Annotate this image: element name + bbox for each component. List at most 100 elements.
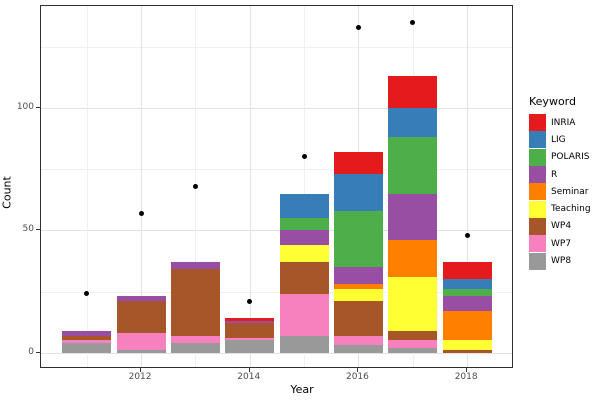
data-point-2012 — [138, 210, 144, 216]
legend-item-seminar: Seminar — [529, 183, 591, 201]
bar-segment-wp8-2016 — [333, 345, 383, 353]
bar-segment-seminar-2018 — [442, 311, 492, 341]
bar-segment-wp8-2012 — [116, 350, 166, 353]
bar-segment-wp4-2013 — [170, 269, 220, 336]
y-minor-gridline — [41, 169, 512, 171]
x-tick-label: 2018 — [454, 372, 478, 382]
bar-segment-wp4-2012 — [116, 301, 166, 334]
legend: Keyword INRIA LIG POLARIS R Seminar Teaching W… — [529, 95, 591, 270]
bar-segment-wp7-2012 — [116, 333, 166, 351]
bar-segment-polaris-2016 — [333, 210, 383, 267]
x-axis-title: Year — [290, 383, 314, 396]
bar-segment-teaching-2018 — [442, 340, 492, 351]
x-tick-label: 2016 — [345, 372, 369, 382]
legend-item-label: INRIA — [551, 117, 576, 128]
legend-item-label: Seminar — [551, 186, 589, 197]
legend-item-polaris: POLARIS — [529, 148, 591, 166]
bar-segment-inria-2016 — [333, 151, 383, 174]
bar-segment-lig-2017 — [388, 107, 438, 138]
bar-segment-seminar-2017 — [388, 240, 438, 277]
bar-segment-inria-2018 — [442, 262, 492, 280]
x-axis-tick — [357, 368, 359, 372]
bar-segment-polaris-2017 — [388, 137, 438, 194]
bar-segment-wp8-2014 — [225, 340, 275, 353]
x-minor-gridline — [86, 6, 88, 367]
bar-segment-teaching-2015 — [279, 244, 329, 263]
legend-key-swatch — [529, 114, 546, 132]
bar-segment-wp8-2017 — [388, 347, 438, 353]
bar-segment-wp7-2015 — [279, 293, 329, 336]
bar-segment-wp8-2011 — [62, 342, 112, 353]
bar-segment-wp4-2015 — [279, 262, 329, 294]
legend-item-label: WP4 — [551, 221, 572, 232]
legend-item-label: WP7 — [551, 238, 572, 249]
x-minor-gridline — [304, 6, 306, 367]
data-point-2015 — [301, 154, 307, 160]
legend-item-r: R — [529, 166, 591, 184]
legend-item-wp4: WP4 — [529, 217, 591, 235]
legend-key-swatch — [529, 252, 546, 270]
legend-item-wp8: WP8 — [529, 252, 591, 270]
bar-segment-wp7-2017 — [388, 340, 438, 348]
bar-segment-r-2015 — [279, 230, 329, 245]
y-major-gridline — [41, 230, 512, 232]
bar-segment-seminar-2016 — [333, 284, 383, 290]
bar-segment-polaris-2015 — [279, 218, 329, 231]
bar-segment-polaris-2018 — [442, 289, 492, 297]
legend-item-label: WP8 — [551, 256, 572, 267]
bar-segment-lig-2016 — [333, 173, 383, 211]
data-point-2011 — [84, 291, 90, 297]
legend-item-label: POLARIS — [551, 152, 590, 163]
x-major-gridline — [467, 6, 469, 367]
legend-item-label: Teaching — [551, 204, 591, 215]
x-axis-tick — [140, 368, 142, 372]
bar-segment-teaching-2017 — [388, 276, 438, 331]
y-axis-tick — [36, 229, 40, 231]
legend-key-swatch — [529, 200, 546, 218]
bar-segment-inria-2014 — [225, 318, 275, 321]
y-axis-tick — [36, 351, 40, 353]
y-axis-tick — [36, 106, 40, 108]
legend-key-swatch — [529, 148, 546, 166]
y-major-gridline — [41, 107, 512, 109]
bar-segment-r-2011 — [62, 330, 112, 336]
bar-segment-wp4-2018 — [442, 350, 492, 353]
legend-item-teaching: Teaching — [529, 200, 591, 218]
bar-segment-teaching-2016 — [333, 289, 383, 302]
bar-segment-r-2017 — [388, 193, 438, 241]
legend-title: Keyword — [529, 95, 576, 108]
bar-segment-wp4-2016 — [333, 301, 383, 336]
legend-item-wp7: WP7 — [529, 235, 591, 253]
data-point-2013 — [192, 183, 198, 189]
bar-segment-r-2018 — [442, 296, 492, 312]
bar-segment-wp8-2015 — [279, 335, 329, 353]
legend-item-inria: INRIA — [529, 114, 591, 132]
x-major-gridline — [249, 6, 251, 367]
legend-key-swatch — [529, 183, 546, 201]
y-tick-label: 0 — [28, 346, 34, 357]
bar-segment-r-2013 — [170, 262, 220, 270]
legend-key-swatch — [529, 235, 546, 253]
bar-segment-wp4-2011 — [62, 335, 112, 341]
legend-key-swatch — [529, 166, 546, 184]
bar-segment-wp7-2016 — [333, 335, 383, 346]
bar-segment-wp8-2013 — [170, 342, 220, 353]
legend-item-label: LIG — [551, 134, 566, 145]
legend-item-lig: LIG — [529, 131, 591, 149]
bar-segment-lig-2015 — [279, 193, 329, 219]
y-minor-gridline — [41, 46, 512, 48]
bar-segment-wp4-2017 — [388, 330, 438, 341]
x-tick-label: 2014 — [237, 372, 261, 382]
bar-segment-inria-2017 — [388, 76, 438, 108]
bar-segment-r-2014 — [225, 320, 275, 324]
x-tick-label: 2012 — [128, 372, 152, 382]
y-major-gridline — [41, 352, 512, 354]
data-point-2014 — [247, 298, 253, 304]
y-minor-gridline — [41, 291, 512, 293]
bar-segment-wp7-2011 — [62, 340, 112, 343]
x-axis-tick — [248, 368, 250, 372]
y-tick-label: 100 — [16, 101, 34, 112]
bar-segment-wp7-2014 — [225, 338, 275, 341]
bar-segment-wp7-2013 — [170, 335, 220, 343]
